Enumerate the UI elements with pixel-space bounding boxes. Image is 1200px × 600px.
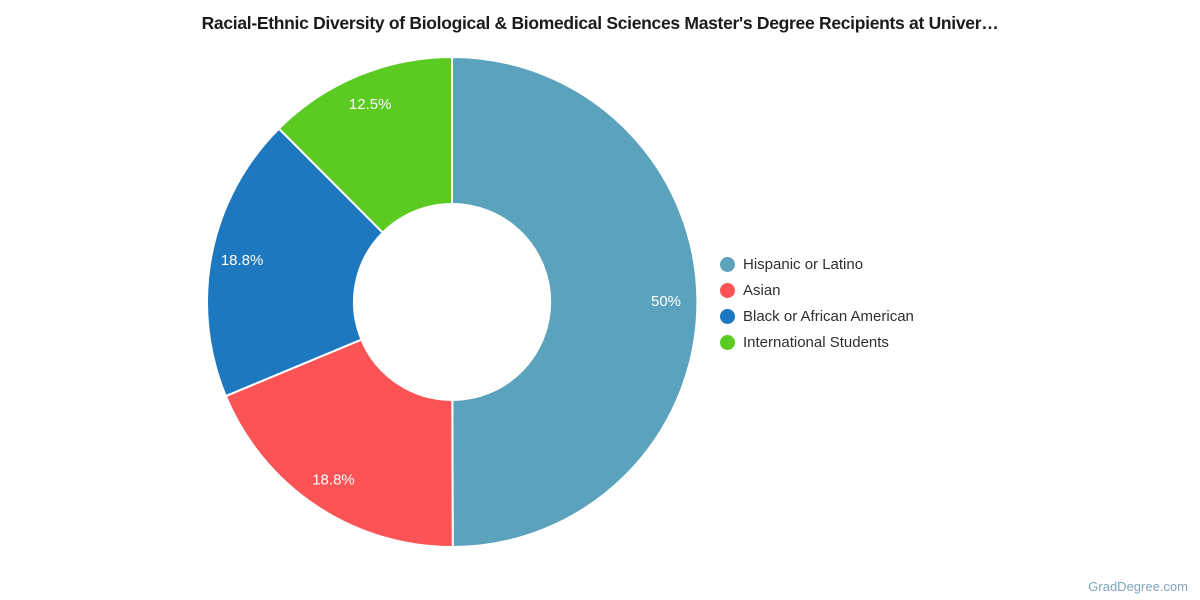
slice-label-international-students: 12.5%	[349, 96, 392, 113]
legend: Hispanic or Latino Asian Black or African …	[720, 256, 914, 351]
legend-swatch-icon	[720, 335, 735, 350]
slice-label-black-or-african-american: 18.8%	[221, 252, 264, 269]
chart-title: Racial-Ethnic Diversity of Biological & …	[201, 13, 999, 33]
legend-swatch-icon	[720, 309, 735, 324]
legend-label: Hispanic or Latino	[743, 256, 864, 273]
legend-item-black-or-african-american: Black or African American	[720, 308, 914, 325]
slice-label-asian: 18.8%	[312, 472, 355, 489]
pie-slice-international-students[interactable]	[277, 55, 453, 235]
watermark-link[interactable]: GradDegree.com	[1088, 579, 1188, 594]
legend-label: Black or African American	[743, 308, 914, 325]
slice-label-hispanic-or-latino: 50%	[651, 293, 681, 310]
pie-slice-black-or-african-american[interactable]	[206, 127, 385, 398]
legend-item-hispanic-or-latino: Hispanic or Latino	[720, 256, 914, 273]
legend-swatch-icon	[720, 283, 735, 298]
pie-slice-hispanic-or-latino[interactable]	[451, 55, 699, 549]
legend-swatch-icon	[720, 257, 735, 272]
legend-label: Asian	[743, 282, 781, 299]
pie-slice-asian[interactable]	[224, 338, 454, 549]
legend-item-asian: Asian	[720, 282, 914, 299]
legend-item-international-students: International Students	[720, 334, 914, 351]
legend-label: International Students	[743, 334, 889, 351]
